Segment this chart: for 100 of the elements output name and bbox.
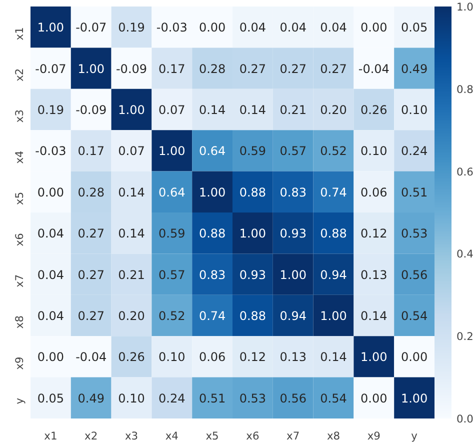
data-label: -0.09: [76, 103, 107, 117]
data-label: 0.07: [158, 103, 186, 117]
data-label: 0.59: [158, 226, 186, 241]
x-tick-label: x9: [367, 430, 381, 442]
data-label: 0.10: [158, 350, 186, 364]
y-tick-label: y: [13, 398, 26, 404]
data-label: 0.14: [118, 185, 145, 200]
data-label: 0.13: [280, 350, 306, 364]
y-tick-label: x6: [13, 232, 26, 246]
data-label: 0.21: [118, 268, 145, 282]
data-label: 0.52: [158, 309, 186, 323]
x-tick-label: x7: [286, 430, 300, 442]
data-label: 0.54: [400, 309, 428, 323]
y-tick-label: x2: [13, 68, 26, 82]
data-label: -0.07: [76, 20, 107, 35]
data-label: 0.57: [158, 268, 186, 282]
data-label: 0.04: [320, 20, 347, 35]
data-label: 0.28: [198, 62, 226, 76]
data-label: 1.00: [360, 350, 388, 364]
data-label: 0.49: [78, 391, 104, 406]
data-label: 0.88: [239, 185, 266, 200]
x-tick-label: x8: [326, 430, 340, 442]
data-label: -0.04: [76, 350, 107, 364]
data-label: 0.14: [118, 226, 145, 241]
data-label: -0.07: [35, 62, 66, 76]
data-label: 0.27: [239, 62, 266, 76]
data-label: 0.20: [118, 309, 145, 323]
y-tick-label: x1: [13, 27, 26, 40]
data-label: 0.27: [78, 268, 104, 282]
data-label: 1.00: [118, 103, 145, 117]
data-label: 0.88: [320, 226, 347, 241]
data-label: 0.83: [280, 185, 306, 200]
x-tick-label: y: [411, 430, 418, 442]
data-label: 0.10: [400, 103, 428, 117]
data-label: 0.00: [37, 185, 64, 200]
data-label: 0.59: [239, 144, 266, 158]
color-bar-label: 0.8: [456, 82, 474, 96]
data-label: 0.53: [239, 391, 266, 406]
data-label: 0.24: [400, 144, 428, 158]
data-label: 1.00: [400, 391, 428, 406]
color-bar-label: 1.0: [456, 0, 474, 14]
color-bar-label: 0.0: [456, 412, 474, 426]
data-label: 0.52: [320, 144, 347, 158]
data-label: 1.00: [158, 144, 186, 158]
data-label: 0.27: [78, 309, 104, 323]
data-label: 0.06: [198, 350, 226, 364]
data-label: 0.04: [239, 20, 266, 35]
data-label: 0.04: [37, 226, 64, 241]
data-label: 0.14: [320, 350, 347, 364]
y-tick-label: x5: [13, 192, 26, 205]
data-label: -0.04: [358, 62, 390, 76]
y-tick-label: x7: [13, 274, 26, 288]
color-bar-label: 0.4: [456, 248, 474, 261]
data-label: -0.09: [116, 62, 148, 76]
y-tick-label: x9: [13, 356, 26, 370]
data-label: 0.19: [37, 103, 64, 117]
data-label: 0.94: [320, 268, 347, 282]
data-label: 0.00: [360, 391, 388, 406]
data-label: 0.83: [198, 268, 226, 282]
data-label: 0.88: [239, 309, 266, 323]
x-tick-label: x6: [246, 430, 260, 442]
data-label: 0.19: [118, 20, 145, 35]
data-label: 0.04: [280, 20, 306, 35]
y-tick-label: x8: [13, 315, 26, 329]
x-tick-label: x5: [206, 430, 219, 442]
color-bar-label: 0.2: [456, 330, 474, 344]
data-label: 0.14: [360, 309, 388, 323]
data-label: 1.00: [198, 185, 226, 200]
data-label: -0.03: [35, 144, 66, 158]
data-label: 0.10: [360, 144, 388, 158]
data-label: 0.17: [78, 144, 104, 158]
y-tick-label: x4: [13, 150, 26, 164]
data-label: 0.94: [280, 309, 306, 323]
data-label: 0.24: [158, 391, 186, 406]
data-label: 1.00: [280, 268, 306, 282]
data-label: 0.10: [118, 391, 145, 406]
data-label: 1.00: [37, 20, 64, 35]
data-label: 1.00: [239, 226, 266, 241]
data-label: 0.51: [198, 391, 226, 406]
color-bar-label: 0.6: [456, 165, 474, 178]
data-label: 0.06: [360, 185, 388, 200]
data-label: 0.28: [78, 185, 104, 200]
data-label: 0.27: [320, 62, 347, 76]
data-label: 0.12: [239, 350, 266, 364]
x-tick-label: x1: [44, 430, 58, 442]
data-label: 0.00: [198, 20, 226, 35]
data-label: 0.14: [198, 103, 226, 117]
data-label: 0.74: [198, 309, 226, 323]
data-label: 0.14: [239, 103, 266, 117]
data-label: 0.27: [78, 226, 104, 241]
data-label: 0.05: [400, 20, 428, 35]
x-tick-label: x4: [165, 430, 179, 442]
data-label: 0.56: [400, 268, 428, 282]
data-label: 0.12: [360, 226, 388, 241]
data-label: 0.88: [198, 226, 226, 241]
data-label: 1.00: [78, 62, 104, 76]
data-label: 0.00: [37, 350, 64, 364]
x-tick-label: x3: [124, 430, 138, 442]
data-label: 0.56: [280, 391, 306, 406]
data-label: 0.26: [360, 103, 388, 117]
